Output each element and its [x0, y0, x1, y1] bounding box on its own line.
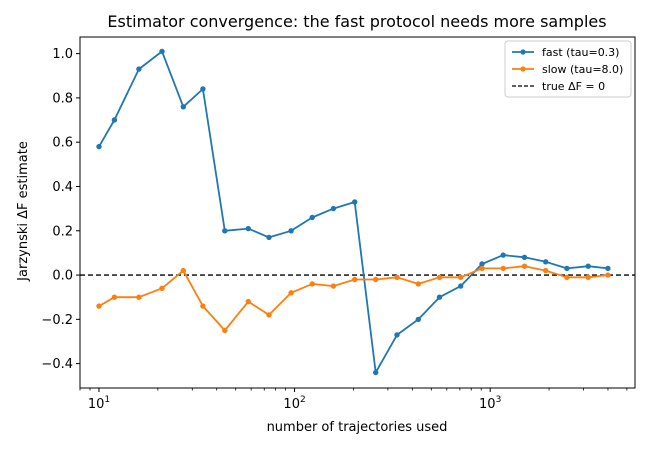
- x-tick-exponent-2: 3: [496, 395, 502, 405]
- y-tick-label-0: −0.4: [41, 357, 73, 372]
- series-1-point-5: [200, 303, 206, 309]
- series-0-point-23: [585, 263, 591, 269]
- x-tick-label-2: 103: [479, 395, 501, 412]
- series-1-point-11: [330, 283, 337, 289]
- series-0-point-7: [245, 225, 251, 232]
- series-line-1: [98, 265, 608, 332]
- series-0-point-10: [309, 214, 315, 221]
- series-1-point-20: [521, 263, 528, 269]
- series-1-point-13: [373, 276, 379, 283]
- series-1-point-14: [394, 274, 400, 280]
- series-0-point-1: [111, 117, 118, 123]
- series-0-point-22: [564, 265, 570, 272]
- series-1-point-3: [159, 285, 165, 291]
- plot-frame: [79, 36, 636, 389]
- y-tick-label-1: −0.2: [41, 313, 73, 328]
- series-line-0: [98, 50, 608, 374]
- series-0-point-5: [200, 86, 206, 92]
- series-1-point-8: [266, 312, 272, 318]
- legend-label-1: slow (tau=8.0): [542, 63, 623, 76]
- series-1-point-0: [96, 303, 102, 309]
- series-0-point-15: [415, 316, 421, 323]
- series-1-point-17: [458, 274, 464, 280]
- x-tick-exponent-0: 1: [104, 395, 110, 405]
- legend-marker-0: [520, 49, 526, 55]
- series-1-point-12: [352, 276, 358, 283]
- series-1-point-2: [136, 294, 142, 300]
- y-tick-label-2: 0.0: [52, 269, 73, 284]
- series-0-point-20: [521, 254, 528, 260]
- legend-marker-1: [520, 66, 526, 72]
- series-0-point-13: [373, 369, 379, 376]
- series-0-point-11: [330, 205, 337, 212]
- series-0-point-8: [266, 234, 272, 241]
- series-1-point-21: [543, 267, 549, 274]
- x-tick-label-1: 102: [283, 395, 305, 412]
- legend-box: [504, 40, 632, 98]
- series-1-point-4: [180, 267, 186, 274]
- series-0-point-24: [605, 265, 611, 272]
- legend-label-2: true ΔF = 0: [542, 80, 605, 93]
- chart-title: Estimator convergence: the fast protocol…: [107, 12, 606, 31]
- x-tick-label-0: 101: [88, 395, 110, 412]
- series-1-point-1: [111, 294, 118, 300]
- x-axis-label: number of trajectories used: [267, 420, 448, 435]
- series-1-point-24: [605, 272, 611, 278]
- series-0-point-17: [458, 283, 464, 289]
- series-0-point-16: [436, 294, 443, 300]
- legend: fast (tau=0.3) slow (tau=8.0) true ΔF = 0: [504, 40, 632, 98]
- series-0-point-2: [136, 66, 142, 72]
- series-1-point-16: [436, 274, 443, 280]
- series-0-point-0: [96, 143, 102, 150]
- series-1-point-9: [288, 290, 294, 296]
- series-1-point-23: [585, 274, 591, 280]
- y-tick-label-4: 0.4: [52, 180, 73, 195]
- plot-area: −0.4 −0.2 0.0 0.2 0.4 0.6 0.8 1.0 101 102 103 fast …: [41, 36, 636, 412]
- y-tick-label-5: 0.6: [52, 136, 73, 151]
- series-1-point-7: [245, 298, 251, 305]
- legend-label-0: fast (tau=0.3): [542, 46, 619, 59]
- x-tick-exponent-1: 2: [300, 395, 306, 405]
- series-0-point-14: [394, 332, 400, 338]
- series-1-point-6: [222, 327, 228, 334]
- series-0-point-12: [352, 199, 358, 205]
- series-0-point-21: [543, 259, 549, 265]
- series-0-point-4: [180, 104, 186, 110]
- y-tick-label-6: 0.8: [52, 91, 73, 106]
- series-0-point-6: [222, 228, 228, 234]
- y-axis-label: Jarzynski ΔF estimate: [16, 141, 31, 282]
- series-1-point-10: [309, 281, 315, 287]
- series-1-point-15: [415, 281, 421, 287]
- series-1-point-22: [564, 274, 570, 280]
- y-tick-label-3: 0.2: [52, 224, 73, 239]
- series-0-point-3: [159, 48, 165, 55]
- series-1-point-18: [479, 265, 485, 272]
- series-0-point-18: [479, 261, 485, 267]
- series-0-point-19: [500, 252, 506, 258]
- y-tick-label-7: 1.0: [52, 47, 73, 62]
- series-0-point-9: [288, 228, 294, 234]
- series-1-point-19: [500, 265, 506, 272]
